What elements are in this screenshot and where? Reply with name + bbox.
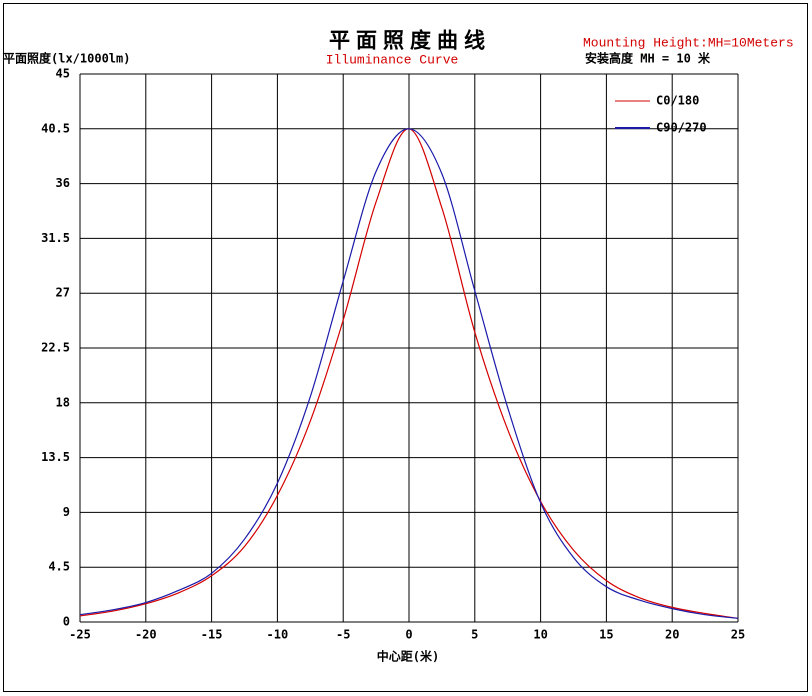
y-tick-label: 0	[63, 615, 70, 629]
legend-label: C90/270	[656, 121, 707, 135]
y-tick-label: 36	[56, 176, 70, 190]
y-tick-label: 27	[56, 286, 70, 300]
x-tick-label: -25	[69, 628, 91, 642]
legend-label: C0/180	[656, 94, 699, 108]
x-tick-label: -5	[336, 628, 350, 642]
y-tick-label: 13.5	[41, 450, 70, 464]
frame	[3, 3, 808, 692]
y-tick-label: 4.5	[48, 560, 70, 574]
x-tick-label: -15	[201, 628, 223, 642]
x-tick-label: 10	[533, 628, 547, 642]
y-tick-label: 45	[56, 67, 70, 81]
series-line	[79, 128, 739, 619]
x-tick-label: -10	[267, 628, 289, 642]
chart-title: 平面照度曲线	[329, 28, 491, 53]
x-tick-label: 25	[731, 628, 745, 642]
chart-subtitle: Illuminance Curve	[326, 52, 459, 67]
x-tick-label: 15	[599, 628, 613, 642]
x-tick-label: -20	[135, 628, 157, 642]
y-tick-label: 9	[63, 505, 70, 519]
x-tick-label: 5	[471, 628, 478, 642]
annotation: 安装高度 MH = 10 米	[585, 51, 711, 66]
y-tick-label: 22.5	[41, 341, 70, 355]
x-axis-label: 中心距(米)	[377, 649, 439, 664]
x-tick-label: 20	[665, 628, 679, 642]
x-tick-label: 0	[405, 628, 412, 642]
y-tick-label: 18	[56, 395, 70, 409]
annotation: Mounting Height:MH=10Meters	[583, 35, 794, 50]
y-axis-label: 平面照度(lx/1000lm)	[3, 51, 130, 66]
y-tick-label: 31.5	[41, 231, 70, 245]
y-tick-label: 40.5	[41, 121, 70, 135]
